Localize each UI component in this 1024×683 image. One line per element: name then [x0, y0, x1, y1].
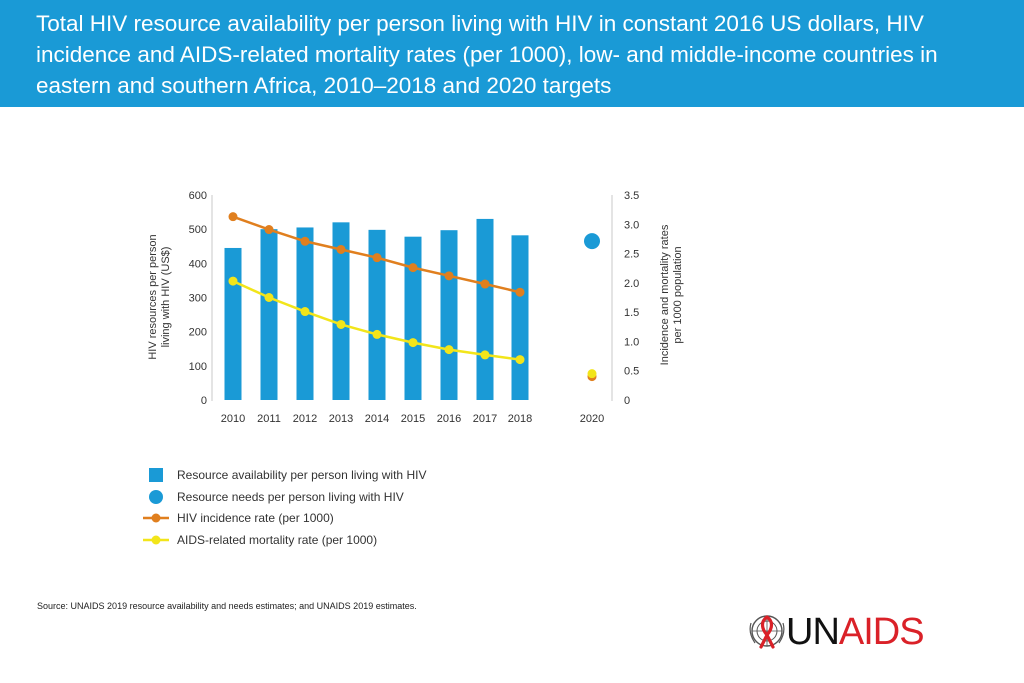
left-tick-label: 300 — [189, 293, 207, 305]
x-tick-label: 2020 — [580, 413, 604, 425]
bar — [440, 230, 458, 400]
logo-wordmark: UNAIDS — [786, 611, 925, 653]
x-tick-label: 2017 — [473, 413, 497, 425]
right-tick-label: 3.5 — [624, 190, 639, 202]
legend-point-marker — [151, 513, 161, 523]
bar — [511, 235, 529, 400]
x-tick-label: 2010 — [221, 413, 245, 425]
left-tick-label: 400 — [189, 258, 207, 270]
left-tick-label: 200 — [189, 327, 207, 339]
incidence-point — [444, 271, 454, 281]
mortality-point — [515, 355, 525, 365]
right-axis-title-line: Incidence and mortality rates — [659, 224, 671, 365]
unaids-logo: UNAIDS — [748, 609, 948, 655]
x-tick-label: 2012 — [293, 413, 317, 425]
bar — [368, 229, 386, 400]
source-note: Source: UNAIDS 2019 resource availabilit… — [37, 601, 417, 611]
right-tick-label: 1.5 — [624, 307, 639, 319]
x-tick-label: 2016 — [437, 413, 461, 425]
source-prefix: Source: — [37, 601, 69, 611]
mortality-point — [228, 276, 238, 286]
legend-point-marker — [151, 535, 161, 545]
legend-label: Resource availability per person living … — [177, 468, 426, 482]
mortality-point — [444, 345, 454, 355]
x-tick-label: 2013 — [329, 413, 353, 425]
left-axis-title: HIV resources per personliving with HIV … — [147, 234, 172, 359]
x-tick-label: 2015 — [401, 413, 425, 425]
right-tick-label: 0 — [624, 395, 630, 407]
bar — [404, 236, 422, 400]
right-tick-label: 3.0 — [624, 219, 639, 231]
mortality-point — [300, 307, 310, 317]
bar — [260, 229, 278, 400]
mortality-point — [408, 338, 418, 348]
x-tick-label: 2011 — [257, 413, 281, 425]
right-tick-label: 1.0 — [624, 336, 639, 348]
header-banner: Total HIV resource availability per pers… — [0, 0, 1024, 107]
incidence-point — [300, 236, 310, 246]
bar — [476, 218, 494, 400]
legend-label: AIDS-related mortality rate (per 1000) — [177, 533, 377, 547]
legend-label: Resource needs per person living with HI… — [177, 490, 404, 504]
source-text: UNAIDS 2019 resource availability and ne… — [70, 601, 417, 611]
legend-circle-marker — [149, 490, 163, 504]
right-tick-label: 2.5 — [624, 249, 639, 261]
mortality-point — [264, 293, 274, 302]
un-emblem-icon — [749, 615, 785, 649]
incidence-point — [336, 244, 346, 254]
incidence-point — [408, 263, 418, 273]
mortality-point — [480, 350, 490, 360]
incidence-point — [515, 287, 525, 297]
resource-need-point — [584, 233, 600, 250]
x-tick-label: 2014 — [365, 413, 389, 425]
left-tick-label: 600 — [189, 190, 207, 202]
left-tick-label: 0 — [201, 395, 207, 407]
incidence-point — [228, 212, 238, 222]
mortality-point — [336, 319, 346, 329]
right-tick-label: 0.5 — [624, 366, 639, 378]
mortality-target-point — [587, 369, 597, 379]
left-tick-label: 100 — [189, 361, 207, 373]
legend-square-marker — [149, 468, 163, 482]
legend-label: HIV incidence rate (per 1000) — [177, 511, 334, 525]
incidence-point — [480, 279, 490, 289]
page-title: Total HIV resource availability per pers… — [36, 11, 938, 98]
right-axis-title: Incidence and mortality ratesper 1000 po… — [659, 224, 684, 365]
right-tick-label: 2.0 — [624, 278, 639, 290]
incidence-point — [264, 225, 274, 235]
right-axis-title-line: per 1000 population — [672, 246, 684, 343]
bar — [332, 222, 350, 400]
incidence-point — [372, 253, 382, 263]
mortality-point — [372, 329, 382, 339]
left-axis-title-line: HIV resources per person — [147, 234, 159, 359]
bar — [224, 247, 242, 400]
x-tick-label: 2018 — [508, 413, 532, 425]
left-tick-label: 500 — [189, 224, 207, 236]
left-axis-title-line: living with HIV (US$) — [160, 247, 172, 348]
